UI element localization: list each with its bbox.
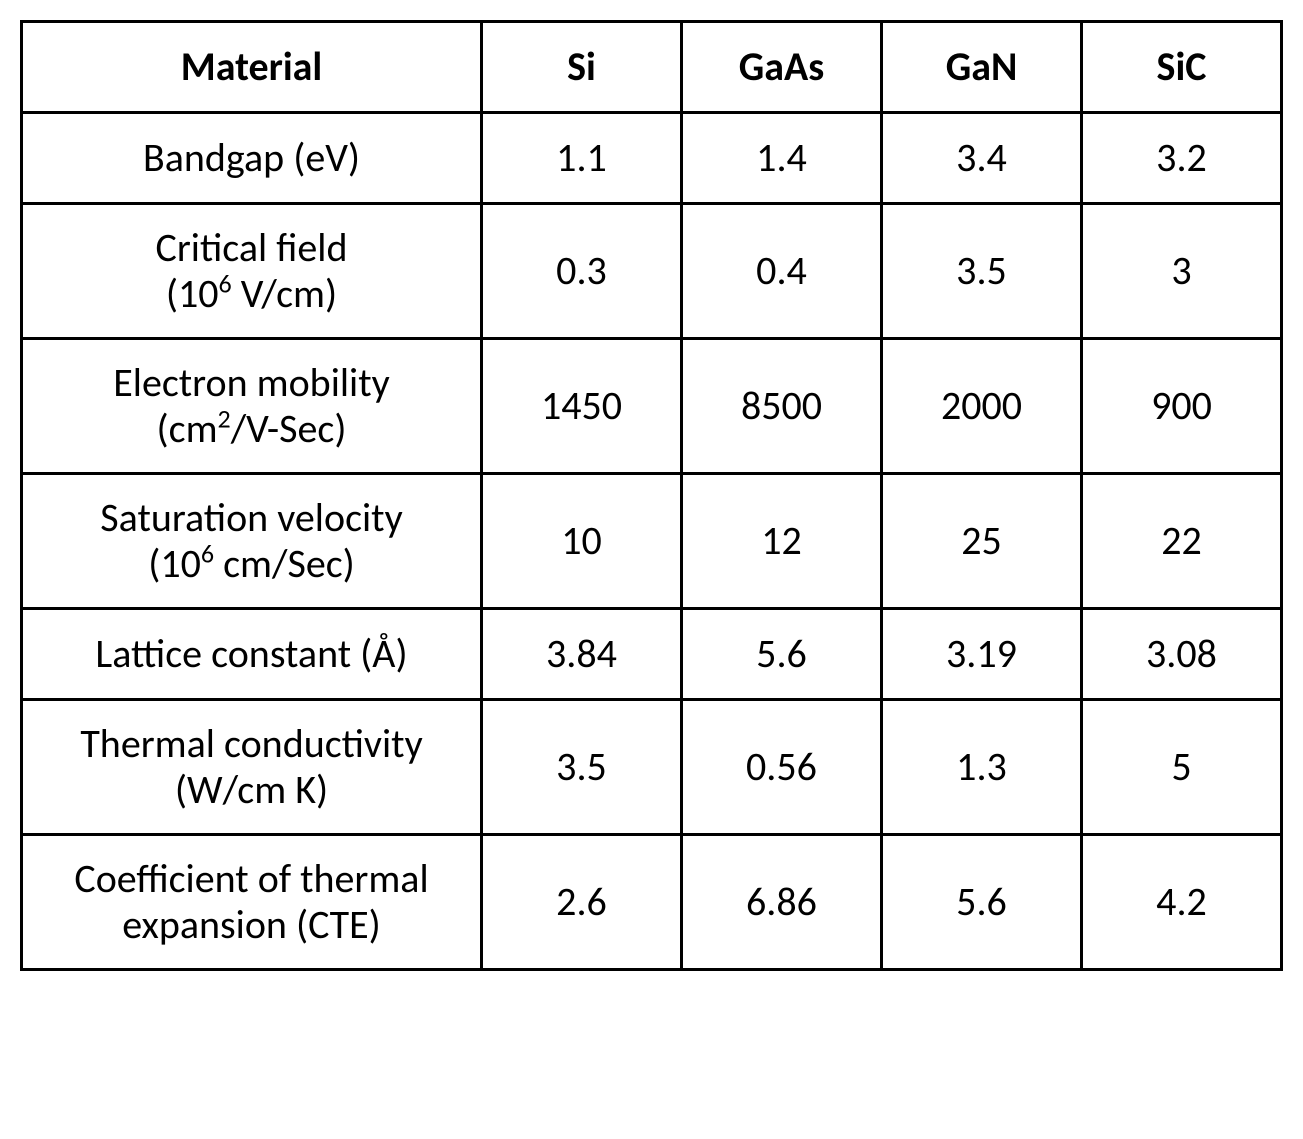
cell-gaas: 0.56 [682,700,882,835]
cell-sic: 22 [1082,474,1282,609]
cell-sic: 3.08 [1082,609,1282,700]
cell-si: 1450 [482,339,682,474]
table-row: Lattice constant (Å) 3.84 5.6 3.19 3.08 [22,609,1282,700]
property-label: Saturation velocity (106 cm/Sec) [22,474,482,609]
cell-si: 0.3 [482,204,682,339]
header-si: Si [482,22,682,113]
cell-gan: 25 [882,474,1082,609]
cell-gaas: 6.86 [682,835,882,970]
property-line1: Electron mobility [113,358,389,407]
cell-sic: 3.2 [1082,113,1282,204]
property-label: Thermal conductivity (W/cm K) [22,700,482,835]
property-label: Electron mobility (cm2/V-Sec) [22,339,482,474]
cell-sic: 3 [1082,204,1282,339]
cell-sic: 900 [1082,339,1282,474]
cell-gan: 5.6 [882,835,1082,970]
cell-gaas: 0.4 [682,204,882,339]
cell-gan: 3.5 [882,204,1082,339]
table-header-row: Material Si GaAs GaN SiC [22,22,1282,113]
property-line2-prefix: (10 [148,539,201,588]
property-label: Critical field (106 V/cm) [22,204,482,339]
cell-si: 10 [482,474,682,609]
header-sic: SiC [1082,22,1282,113]
property-line2-prefix: (cm [157,404,218,453]
table-row: Thermal conductivity (W/cm K) 3.5 0.56 1… [22,700,1282,835]
cell-gaas: 1.4 [682,113,882,204]
header-gaas: GaAs [682,22,882,113]
table-row: Saturation velocity (106 cm/Sec) 10 12 2… [22,474,1282,609]
property-sup: 6 [201,538,214,570]
property-line2: (W/cm K) [175,765,328,814]
table-row: Bandgap (eV) 1.1 1.4 3.4 3.2 [22,113,1282,204]
property-line1: Coefficient of thermal [74,854,428,903]
property-line2-suffix: V/cm) [232,269,337,318]
cell-gaas: 5.6 [682,609,882,700]
materials-table-container: Material Si GaAs GaN SiC Bandgap (eV) 1.… [20,20,1283,971]
header-gan: GaN [882,22,1082,113]
property-line2-suffix: cm/Sec) [214,539,355,588]
property-line1: Critical field [156,223,348,272]
property-label: Bandgap (eV) [22,113,482,204]
cell-si: 1.1 [482,113,682,204]
cell-gan: 3.19 [882,609,1082,700]
cell-gan: 2000 [882,339,1082,474]
header-material: Material [22,22,482,113]
table-body: Bandgap (eV) 1.1 1.4 3.4 3.2 Critical fi… [22,113,1282,970]
cell-si: 3.84 [482,609,682,700]
property-label: Lattice constant (Å) [22,609,482,700]
cell-sic: 4.2 [1082,835,1282,970]
materials-properties-table: Material Si GaAs GaN SiC Bandgap (eV) 1.… [20,20,1283,971]
property-sup: 6 [219,268,232,300]
property-line2-prefix: (10 [166,269,219,318]
cell-si: 3.5 [482,700,682,835]
property-sup: 2 [218,403,231,435]
cell-gan: 3.4 [882,113,1082,204]
cell-sic: 5 [1082,700,1282,835]
property-line2: expansion (CTE) [122,900,381,949]
property-line2-suffix: /V-Sec) [231,404,347,453]
cell-gaas: 12 [682,474,882,609]
property-line1: Saturation velocity [100,493,402,542]
table-row: Electron mobility (cm2/V-Sec) 1450 8500 … [22,339,1282,474]
cell-gaas: 8500 [682,339,882,474]
table-row: Critical field (106 V/cm) 0.3 0.4 3.5 3 [22,204,1282,339]
cell-gan: 1.3 [882,700,1082,835]
table-row: Coefficient of thermal expansion (CTE) 2… [22,835,1282,970]
property-line1: Thermal conductivity [80,719,422,768]
cell-si: 2.6 [482,835,682,970]
property-label: Coefficient of thermal expansion (CTE) [22,835,482,970]
